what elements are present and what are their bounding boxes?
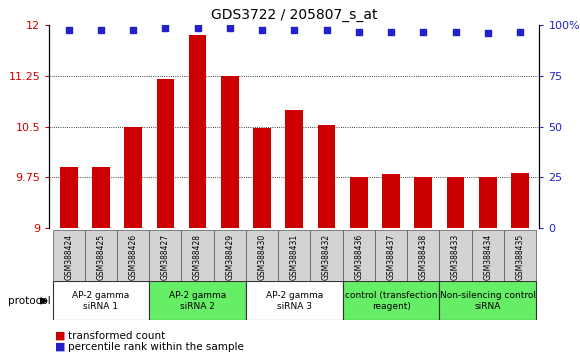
Bar [53, 230, 85, 281]
Text: GSM388438: GSM388438 [419, 234, 428, 280]
Text: GSM388433: GSM388433 [451, 234, 460, 280]
Text: GSM388432: GSM388432 [322, 234, 331, 280]
Text: GSM388437: GSM388437 [387, 234, 396, 280]
Text: GSM388427: GSM388427 [161, 234, 170, 280]
Bar [343, 281, 440, 320]
Bar [278, 230, 310, 281]
Bar [253, 128, 271, 228]
Bar [85, 230, 117, 281]
Point [290, 27, 299, 32]
Bar [53, 281, 149, 320]
Bar [149, 230, 182, 281]
Point [225, 25, 234, 31]
Bar [214, 230, 246, 281]
Point [483, 30, 492, 36]
Bar [188, 35, 206, 228]
Text: GSM388429: GSM388429 [226, 234, 234, 280]
Text: Non-silencing control
siRNA: Non-silencing control siRNA [440, 291, 536, 310]
Point [161, 25, 170, 31]
Bar [124, 127, 142, 228]
Text: protocol: protocol [8, 296, 50, 306]
Bar [440, 230, 472, 281]
Bar [221, 76, 239, 228]
Text: GSM388431: GSM388431 [290, 234, 299, 280]
Bar [350, 177, 368, 228]
Title: GDS3722 / 205807_s_at: GDS3722 / 205807_s_at [211, 8, 378, 22]
Bar [440, 281, 536, 320]
Text: GSM388434: GSM388434 [483, 234, 492, 280]
Bar [246, 281, 343, 320]
Point [386, 29, 396, 34]
Point [64, 27, 73, 32]
Text: GSM388436: GSM388436 [354, 234, 363, 280]
Bar [447, 177, 465, 228]
Text: GSM388425: GSM388425 [96, 234, 106, 280]
Text: ■: ■ [55, 342, 66, 352]
Bar [246, 230, 278, 281]
Text: GSM388426: GSM388426 [129, 234, 137, 280]
Bar [310, 230, 343, 281]
Point [419, 29, 428, 34]
Bar [504, 230, 536, 281]
Bar [117, 230, 149, 281]
Bar [343, 230, 375, 281]
Bar [182, 230, 214, 281]
Text: ■: ■ [55, 331, 66, 341]
Bar [415, 177, 432, 228]
Text: GSM388424: GSM388424 [64, 234, 73, 280]
Text: GSM388430: GSM388430 [258, 234, 267, 280]
Point [129, 27, 138, 33]
Text: GSM388435: GSM388435 [516, 234, 524, 280]
Point [258, 27, 267, 32]
Bar [285, 110, 303, 228]
Point [96, 27, 106, 32]
Bar [511, 173, 529, 228]
Text: GSM388428: GSM388428 [193, 234, 202, 280]
Text: control (transfection
reagent): control (transfection reagent) [345, 291, 437, 310]
Point [354, 29, 364, 34]
Bar [407, 230, 440, 281]
Bar [92, 167, 110, 228]
Bar [60, 167, 78, 228]
Text: transformed count: transformed count [68, 331, 165, 341]
Point [451, 29, 460, 34]
Bar [375, 230, 407, 281]
Point [322, 27, 331, 32]
Text: AP-2 gamma
siRNA 3: AP-2 gamma siRNA 3 [266, 291, 323, 310]
Text: AP-2 gamma
siRNA 2: AP-2 gamma siRNA 2 [169, 291, 226, 310]
Bar [382, 174, 400, 228]
Bar [318, 125, 335, 228]
Bar [472, 230, 504, 281]
Point [193, 25, 202, 31]
Bar [157, 79, 174, 228]
Bar [479, 177, 496, 228]
Text: AP-2 gamma
siRNA 1: AP-2 gamma siRNA 1 [72, 291, 129, 310]
Bar [149, 281, 246, 320]
Point [516, 29, 525, 34]
Text: percentile rank within the sample: percentile rank within the sample [68, 342, 244, 352]
